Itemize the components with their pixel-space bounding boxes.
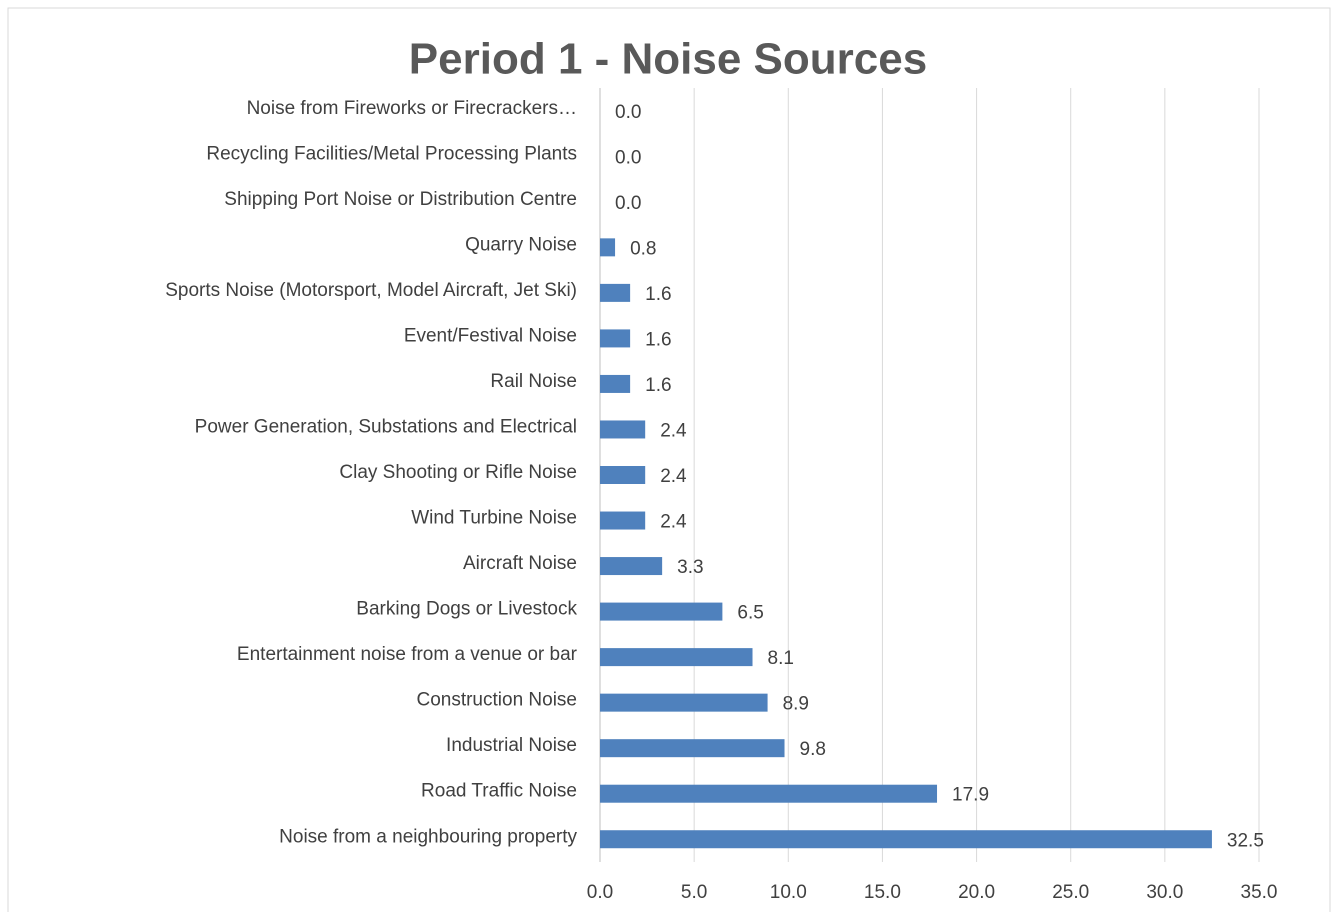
y-tick-label: Noise from a neighbouring property xyxy=(279,826,577,847)
bar xyxy=(600,830,1212,849)
data-label: 17.9 xyxy=(952,785,989,806)
y-tick-label: Industrial Noise xyxy=(446,735,577,756)
data-label: 0.0 xyxy=(615,102,641,123)
bar xyxy=(600,283,631,302)
bar xyxy=(600,374,631,393)
x-tick-label: 0.0 xyxy=(587,882,613,903)
bar xyxy=(600,238,616,257)
x-tick-label: 25.0 xyxy=(1052,882,1089,903)
data-label: 8.9 xyxy=(783,694,809,715)
bar xyxy=(600,648,753,667)
data-label: 2.4 xyxy=(660,466,687,487)
x-tick-label: 30.0 xyxy=(1146,882,1183,903)
y-tick-label: Event/Festival Noise xyxy=(404,325,577,346)
bar xyxy=(600,739,785,758)
data-label: 0.0 xyxy=(615,193,641,214)
data-label: 0.8 xyxy=(630,238,656,259)
y-tick-label: Wind Turbine Noise xyxy=(411,508,577,529)
bar xyxy=(600,784,938,803)
bar xyxy=(600,466,646,484)
bar xyxy=(600,693,768,712)
y-tick-label: Quarry Noise xyxy=(465,234,577,255)
data-label: 32.5 xyxy=(1227,830,1264,851)
data-label: 8.1 xyxy=(768,648,794,669)
data-label: 2.4 xyxy=(660,420,687,441)
y-tick-label: Aircraft Noise xyxy=(463,553,577,574)
x-tick-label: 10.0 xyxy=(770,882,807,903)
data-label: 1.6 xyxy=(645,329,671,350)
chart-title: Period 1 - Noise Sources xyxy=(409,35,927,84)
x-tick-label: 20.0 xyxy=(958,882,995,903)
y-tick-label: Noise from Fireworks or Firecrackers… xyxy=(247,98,577,119)
bar xyxy=(600,557,663,576)
y-tick-label: Clay Shooting or Rifle Noise xyxy=(339,462,577,483)
x-tick-label: 15.0 xyxy=(864,882,901,903)
bar xyxy=(600,602,723,621)
bar xyxy=(600,420,646,439)
data-label: 2.4 xyxy=(660,512,687,533)
x-tick-label: 35.0 xyxy=(1241,882,1278,903)
y-tick-label: Rail Noise xyxy=(490,371,577,392)
y-tick-label: Sports Noise (Motorsport, Model Aircraft… xyxy=(165,280,577,301)
data-label: 1.6 xyxy=(645,375,671,396)
bar xyxy=(600,511,646,530)
bar xyxy=(600,329,631,348)
y-tick-label: Power Generation, Substations and Electr… xyxy=(195,416,577,437)
x-tick-label: 5.0 xyxy=(681,882,707,903)
data-label: 3.3 xyxy=(677,557,703,578)
y-tick-label: Recycling Facilities/Metal Processing Pl… xyxy=(206,143,577,164)
data-label: 1.6 xyxy=(645,284,671,305)
y-tick-label: Shipping Port Noise or Distribution Cent… xyxy=(224,189,577,210)
y-tick-label: Barking Dogs or Livestock xyxy=(356,599,577,620)
data-label: 0.0 xyxy=(615,147,641,168)
chart-border xyxy=(7,7,1331,912)
y-tick-label: Entertainment noise from a venue or bar xyxy=(237,644,578,665)
y-tick-label: Road Traffic Noise xyxy=(421,781,577,802)
y-tick-label: Construction Noise xyxy=(416,690,577,711)
data-label: 6.5 xyxy=(737,603,763,624)
data-label: 9.8 xyxy=(800,739,826,760)
